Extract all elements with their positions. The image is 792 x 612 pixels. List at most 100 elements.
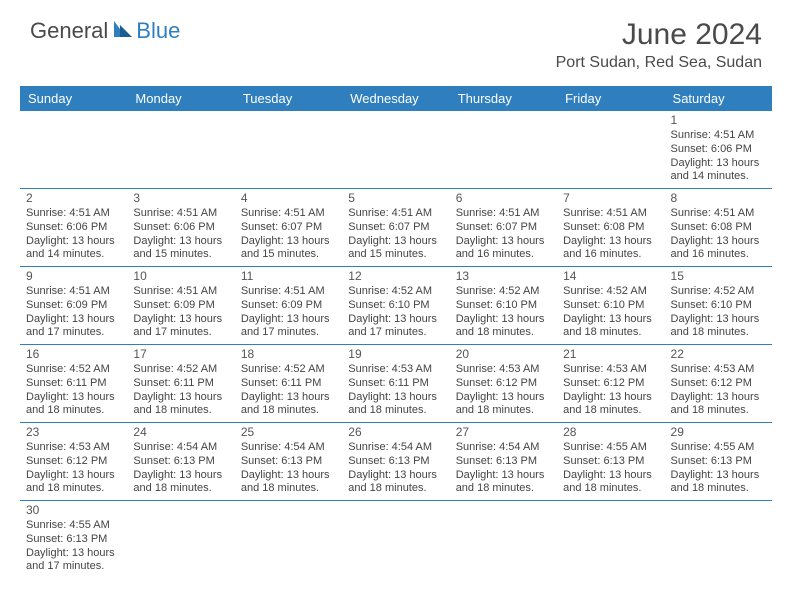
sunrise-text: Sunrise: 4:54 AM <box>133 441 228 455</box>
sunset-text: Sunset: 6:12 PM <box>456 377 551 391</box>
sunrise-text: Sunrise: 4:52 AM <box>241 363 336 377</box>
sunrise-text: Sunrise: 4:52 AM <box>348 285 443 299</box>
calendar-cell: 30Sunrise: 4:55 AMSunset: 6:13 PMDayligh… <box>20 501 127 579</box>
calendar-cell-empty <box>127 111 234 189</box>
weekday-header: Wednesday <box>342 86 449 111</box>
calendar-cell: 8Sunrise: 4:51 AMSunset: 6:08 PMDaylight… <box>665 189 772 267</box>
sunrise-text: Sunrise: 4:51 AM <box>133 285 228 299</box>
daylight-text: Daylight: 13 hours and 18 minutes. <box>241 469 336 497</box>
sunrise-text: Sunrise: 4:55 AM <box>26 519 121 533</box>
location-text: Port Sudan, Red Sea, Sudan <box>556 54 762 72</box>
sunrise-text: Sunrise: 4:54 AM <box>241 441 336 455</box>
sunrise-text: Sunrise: 4:53 AM <box>671 363 766 377</box>
calendar-cell: 18Sunrise: 4:52 AMSunset: 6:11 PMDayligh… <box>235 345 342 423</box>
daylight-text: Daylight: 13 hours and 18 minutes. <box>563 469 658 497</box>
calendar-cell-empty <box>342 111 449 189</box>
calendar-cell-empty <box>20 111 127 189</box>
day-number: 20 <box>456 347 551 362</box>
sunset-text: Sunset: 6:13 PM <box>26 533 121 547</box>
day-number: 15 <box>671 269 766 284</box>
daylight-text: Daylight: 13 hours and 18 minutes. <box>671 313 766 341</box>
sunrise-text: Sunrise: 4:52 AM <box>671 285 766 299</box>
calendar-cell: 27Sunrise: 4:54 AMSunset: 6:13 PMDayligh… <box>450 423 557 501</box>
day-number: 5 <box>348 191 443 206</box>
daylight-text: Daylight: 13 hours and 18 minutes. <box>563 313 658 341</box>
day-number: 8 <box>671 191 766 206</box>
sunset-text: Sunset: 6:13 PM <box>671 455 766 469</box>
day-number: 13 <box>456 269 551 284</box>
day-number: 11 <box>241 269 336 284</box>
day-number: 10 <box>133 269 228 284</box>
sunrise-text: Sunrise: 4:51 AM <box>26 207 121 221</box>
weekday-header: Saturday <box>665 86 772 111</box>
day-number: 30 <box>26 503 121 518</box>
daylight-text: Daylight: 13 hours and 17 minutes. <box>133 313 228 341</box>
daylight-text: Daylight: 13 hours and 18 minutes. <box>348 469 443 497</box>
daylight-text: Daylight: 13 hours and 18 minutes. <box>133 469 228 497</box>
sunset-text: Sunset: 6:11 PM <box>348 377 443 391</box>
day-number: 29 <box>671 425 766 440</box>
sunrise-text: Sunrise: 4:53 AM <box>456 363 551 377</box>
daylight-text: Daylight: 13 hours and 18 minutes. <box>456 469 551 497</box>
sunset-text: Sunset: 6:13 PM <box>456 455 551 469</box>
daylight-text: Daylight: 13 hours and 18 minutes. <box>26 391 121 419</box>
sunset-text: Sunset: 6:13 PM <box>241 455 336 469</box>
calendar-cell: 10Sunrise: 4:51 AMSunset: 6:09 PMDayligh… <box>127 267 234 345</box>
day-number: 17 <box>133 347 228 362</box>
sunset-text: Sunset: 6:08 PM <box>671 221 766 235</box>
day-number: 26 <box>348 425 443 440</box>
calendar-cell: 14Sunrise: 4:52 AMSunset: 6:10 PMDayligh… <box>557 267 664 345</box>
page-title: June 2024 <box>556 18 762 52</box>
sunset-text: Sunset: 6:10 PM <box>563 299 658 313</box>
daylight-text: Daylight: 13 hours and 14 minutes. <box>26 235 121 263</box>
sunrise-text: Sunrise: 4:52 AM <box>26 363 121 377</box>
sunset-text: Sunset: 6:11 PM <box>133 377 228 391</box>
calendar-cell: 24Sunrise: 4:54 AMSunset: 6:13 PMDayligh… <box>127 423 234 501</box>
sunset-text: Sunset: 6:10 PM <box>348 299 443 313</box>
daylight-text: Daylight: 13 hours and 18 minutes. <box>348 391 443 419</box>
day-number: 6 <box>456 191 551 206</box>
day-number: 23 <box>26 425 121 440</box>
daylight-text: Daylight: 13 hours and 18 minutes. <box>26 469 121 497</box>
calendar-cell: 12Sunrise: 4:52 AMSunset: 6:10 PMDayligh… <box>342 267 449 345</box>
sunset-text: Sunset: 6:12 PM <box>563 377 658 391</box>
sunset-text: Sunset: 6:08 PM <box>563 221 658 235</box>
calendar-cell-empty <box>557 501 664 579</box>
daylight-text: Daylight: 13 hours and 17 minutes. <box>26 313 121 341</box>
sunset-text: Sunset: 6:12 PM <box>671 377 766 391</box>
calendar-cell-empty <box>342 501 449 579</box>
day-number: 27 <box>456 425 551 440</box>
sunset-text: Sunset: 6:06 PM <box>26 221 121 235</box>
sunset-text: Sunset: 6:11 PM <box>26 377 121 391</box>
sunset-text: Sunset: 6:09 PM <box>241 299 336 313</box>
calendar-table: SundayMondayTuesdayWednesdayThursdayFrid… <box>20 86 772 578</box>
daylight-text: Daylight: 13 hours and 15 minutes. <box>241 235 336 263</box>
calendar-cell: 7Sunrise: 4:51 AMSunset: 6:08 PMDaylight… <box>557 189 664 267</box>
day-number: 7 <box>563 191 658 206</box>
sunset-text: Sunset: 6:13 PM <box>348 455 443 469</box>
day-number: 21 <box>563 347 658 362</box>
calendar-cell: 13Sunrise: 4:52 AMSunset: 6:10 PMDayligh… <box>450 267 557 345</box>
sunset-text: Sunset: 6:10 PM <box>456 299 551 313</box>
weekday-header: Sunday <box>20 86 127 111</box>
calendar-cell: 3Sunrise: 4:51 AMSunset: 6:06 PMDaylight… <box>127 189 234 267</box>
sunrise-text: Sunrise: 4:53 AM <box>26 441 121 455</box>
weekday-header: Friday <box>557 86 664 111</box>
daylight-text: Daylight: 13 hours and 18 minutes. <box>456 391 551 419</box>
sunrise-text: Sunrise: 4:51 AM <box>671 129 766 143</box>
day-number: 18 <box>241 347 336 362</box>
daylight-text: Daylight: 13 hours and 18 minutes. <box>563 391 658 419</box>
sunrise-text: Sunrise: 4:51 AM <box>241 285 336 299</box>
sunset-text: Sunset: 6:07 PM <box>241 221 336 235</box>
calendar-cell-empty <box>450 501 557 579</box>
calendar-cell: 2Sunrise: 4:51 AMSunset: 6:06 PMDaylight… <box>20 189 127 267</box>
sunrise-text: Sunrise: 4:52 AM <box>456 285 551 299</box>
day-number: 24 <box>133 425 228 440</box>
weekday-header: Monday <box>127 86 234 111</box>
sunrise-text: Sunrise: 4:51 AM <box>456 207 551 221</box>
sunrise-text: Sunrise: 4:51 AM <box>671 207 766 221</box>
calendar-cell: 28Sunrise: 4:55 AMSunset: 6:13 PMDayligh… <box>557 423 664 501</box>
calendar-cell-empty <box>127 501 234 579</box>
weekday-header: Tuesday <box>235 86 342 111</box>
day-number: 14 <box>563 269 658 284</box>
